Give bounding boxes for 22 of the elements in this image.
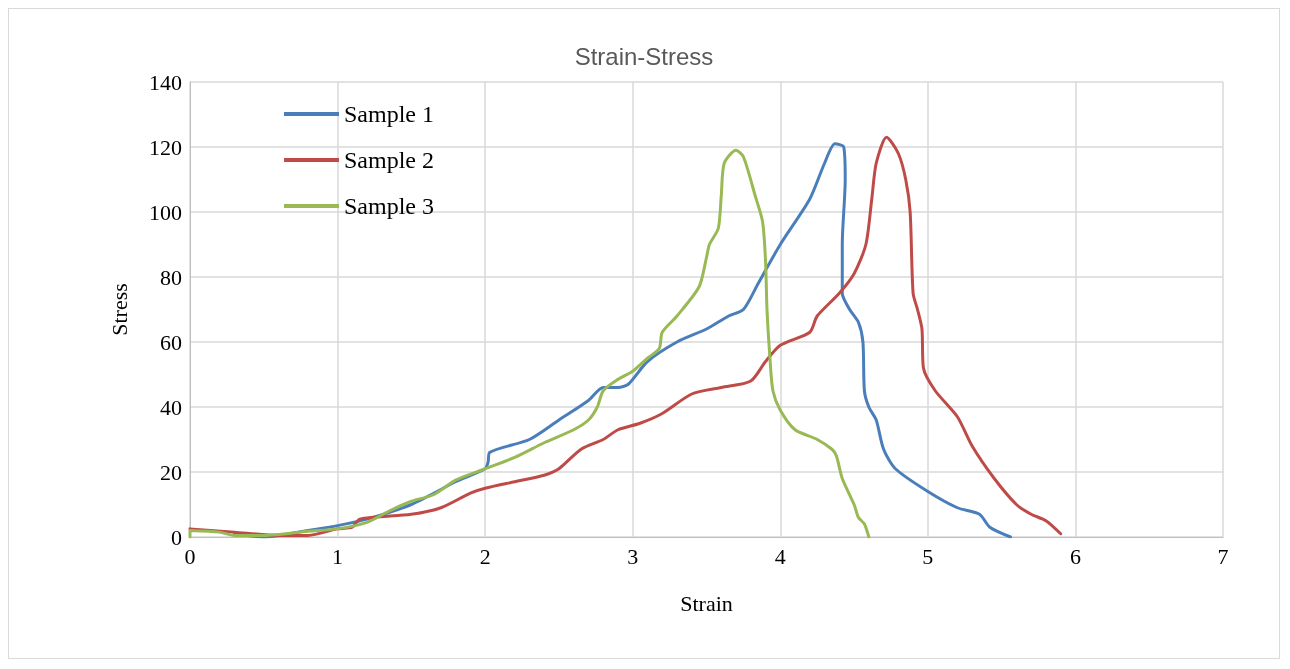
y-tick-label: 20 [160, 459, 182, 485]
legend-label: Sample 2 [344, 147, 434, 173]
x-tick-label: 7 [1217, 543, 1229, 569]
x-tick-label: 1 [332, 543, 344, 569]
y-axis-title: Stress [106, 283, 132, 336]
y-tick-label: 100 [149, 199, 182, 225]
x-tick-label: 6 [1069, 543, 1081, 569]
legend-label: Sample 3 [344, 193, 434, 219]
chart-title: Strain-Stress [574, 42, 714, 70]
y-tick-label: 40 [160, 394, 182, 420]
x-tick-label: 2 [479, 543, 491, 569]
x-tick-label: 5 [922, 543, 934, 569]
y-tick-label: 120 [149, 134, 182, 160]
x-tick-label: 3 [627, 543, 639, 569]
line-series [188, 148, 871, 539]
y-tick-label: 60 [160, 329, 182, 355]
x-axis-title: Strain [680, 590, 733, 616]
y-tick-label: 0 [171, 524, 182, 550]
x-tick-label: 4 [774, 543, 786, 569]
legend-label: Sample 1 [344, 101, 434, 127]
y-tick-label: 140 [149, 69, 182, 95]
y-tick-label: 80 [160, 264, 182, 290]
